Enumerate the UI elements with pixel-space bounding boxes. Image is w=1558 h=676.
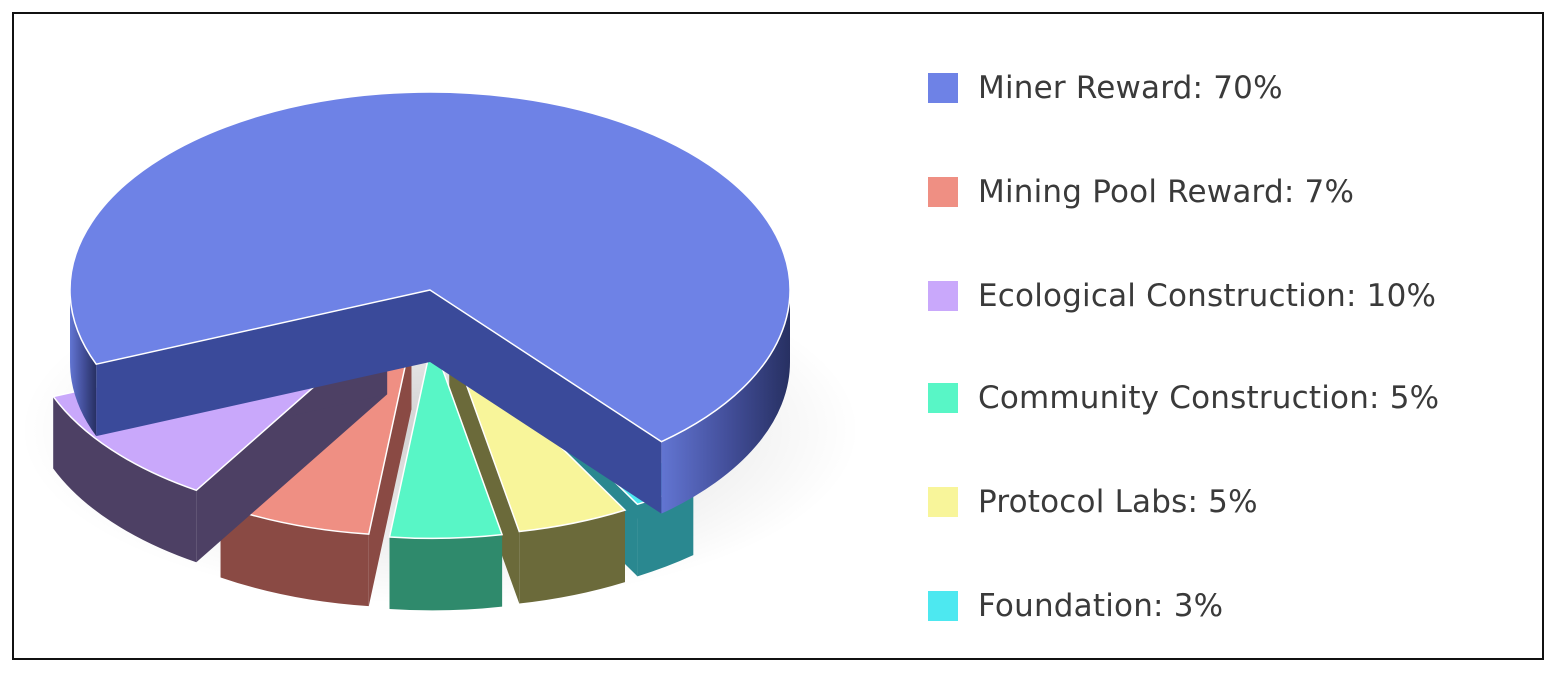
legend-swatch — [928, 281, 958, 311]
legend-swatch — [928, 177, 958, 207]
legend-swatch — [928, 487, 958, 517]
legend-label: Community Construction: 5% — [978, 380, 1440, 416]
pie-slice-miner-reward-cut — [96, 290, 431, 437]
legend-label: Mining Pool Reward: 7% — [978, 174, 1355, 210]
legend-swatch — [928, 73, 958, 103]
pie-chart — [20, 91, 860, 611]
pie-slice-community-construction-top — [388, 337, 504, 540]
legend-swatch — [928, 383, 958, 413]
pie-slice-miner-reward-side — [661, 290, 790, 514]
legend-item-mining-pool-reward: Mining Pool Reward: 7% — [928, 172, 1354, 212]
legend-label: Ecological Construction: 10% — [978, 278, 1437, 314]
legend-label: Protocol Labs: 5% — [978, 484, 1258, 520]
pie-slice-protocol-labs-side — [519, 510, 625, 604]
pie-slice-mining-pool-reward-side — [220, 505, 369, 607]
legend-item-community-construction: Community Construction: 5% — [928, 378, 1439, 418]
pie-slice-miner-reward-top — [69, 91, 791, 443]
legend-label: Miner Reward: 70% — [978, 70, 1283, 106]
legend-item-miner-reward: Miner Reward: 70% — [928, 68, 1283, 108]
legend-item-protocol-labs: Protocol Labs: 5% — [928, 482, 1258, 522]
legend-item-ecological-construction: Ecological Construction: 10% — [928, 276, 1436, 316]
pie-slice-miner-reward-side — [70, 290, 97, 437]
legend-label: Foundation: 3% — [978, 588, 1224, 624]
pie-slice-community-construction-side — [389, 534, 503, 611]
legend-swatch — [928, 591, 958, 621]
pie-slice-miner-reward-cut — [430, 290, 662, 514]
pie-slice-ecological-construction-side — [53, 396, 197, 563]
pie-slices — [52, 91, 791, 611]
legend-item-foundation: Foundation: 3% — [928, 586, 1223, 626]
